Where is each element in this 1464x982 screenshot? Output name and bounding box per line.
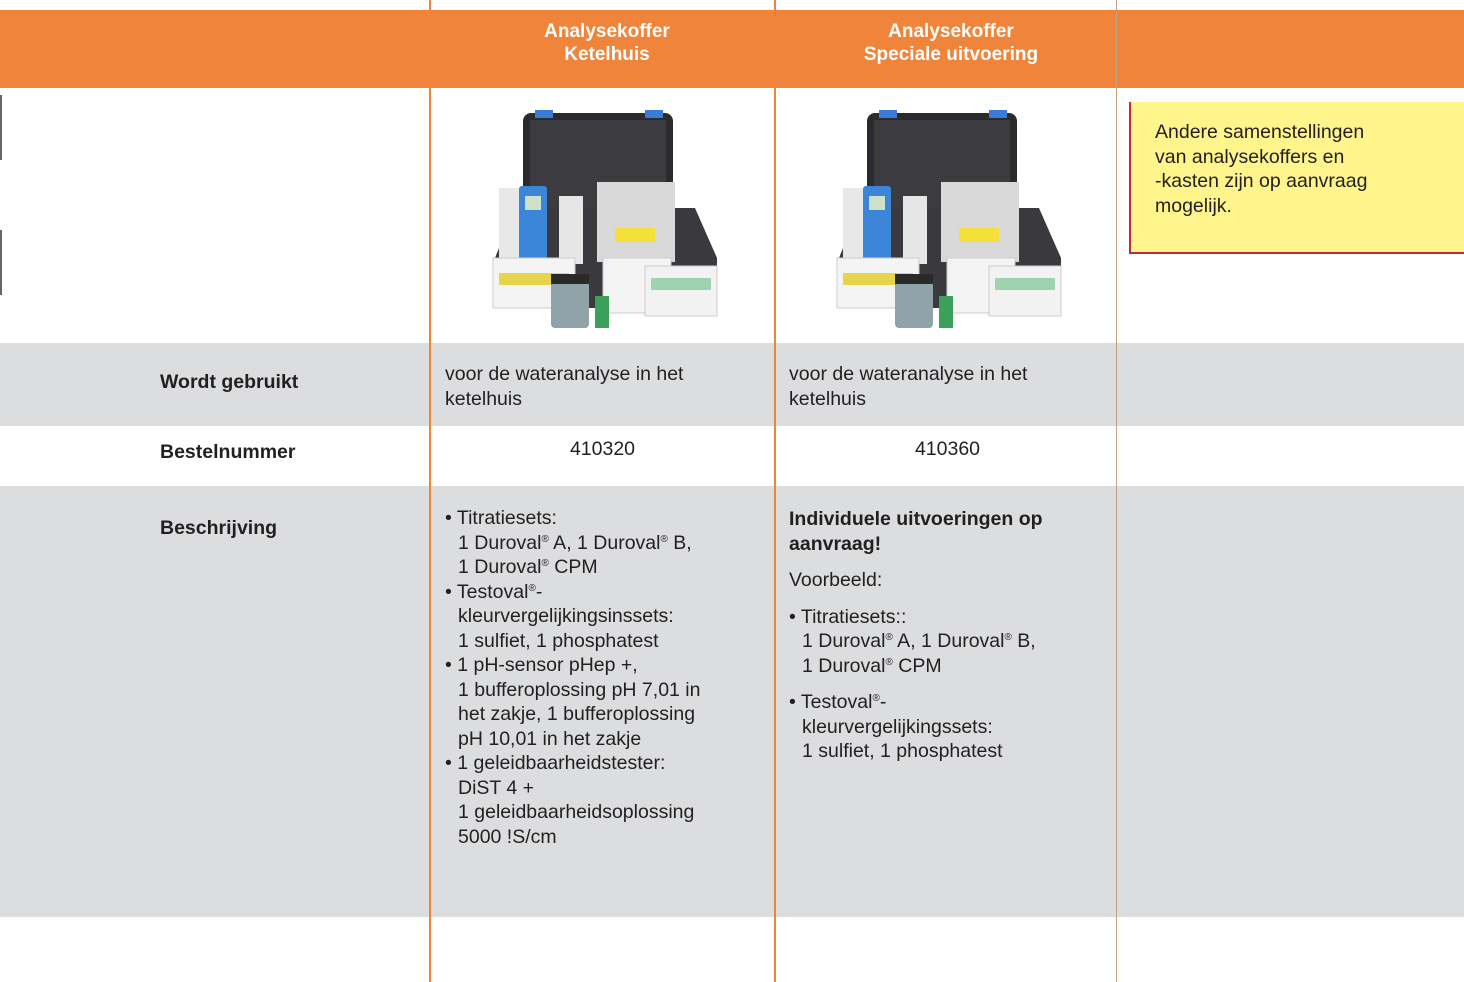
cell-text: • Titratiesets: <box>445 507 557 529</box>
cell-text: kleurvergelijkingssets: <box>802 715 993 738</box>
cell: voor de wateranalyse in het ketelhuis <box>789 362 1027 411</box>
edge-mark <box>0 230 2 295</box>
cell-text: 1 Duroval® A, 1 Duroval® B, <box>802 630 1036 652</box>
cell-text: • Testoval®- <box>789 691 887 713</box>
cell-text: 1 Duroval® CPM <box>458 556 598 578</box>
description: Individuele uitvoeringen op aanvraag! Vo… <box>789 507 1043 764</box>
column-divider <box>429 0 431 982</box>
cell: voor de wateranalyse in het ketelhuis <box>445 362 683 411</box>
note-text: van analysekoffers en <box>1155 145 1345 168</box>
cell-text: voor de wateranalyse in het <box>445 363 684 385</box>
cell-text: 1 geleidbaarheidsoplossing <box>458 801 695 823</box>
bullet-item: • Testoval®- kleurvergelijkingssets: 1 sul… <box>789 690 1043 764</box>
column-divider <box>1116 0 1117 982</box>
bullet-item: • 1 pH-sensor pHep +, 1 bufferoplossing p… <box>445 653 700 751</box>
cell-text: 1 bufferoplossing pH 7,01 in <box>458 678 701 701</box>
cell-text: 410360 <box>914 438 981 460</box>
cell-text: 1 Duroval® CPM <box>802 654 942 677</box>
description: • Titratiesets: 1 Duroval® A, 1 Duroval® … <box>445 506 700 849</box>
product-image <box>836 109 1062 329</box>
cell-heading: Individuele uitvoeringen op <box>789 508 1043 530</box>
cell-text: pH 10,01 in het zakje <box>458 727 642 750</box>
product-image <box>492 110 718 328</box>
header-cell: Analysekoffer Speciale uitvoering <box>786 20 1116 66</box>
cell-text: DiST 4 + <box>458 776 535 799</box>
bullet-item: • Testoval®- kleurvergelijkingsinssets: 1 … <box>445 580 700 654</box>
cell-text: 1 sulfiet, 1 phosphatest <box>802 740 1003 762</box>
edge-mark <box>0 95 2 160</box>
cell-text: ketelhuis <box>789 387 866 410</box>
bullet-item: • 1 geleidbaarheidstester: DiST 4 +1 gele… <box>445 751 700 849</box>
header-cell: Analysekoffer Ketelhuis <box>442 20 772 66</box>
cell-text: • 1 geleidbaarheidstester: <box>445 752 666 774</box>
bullet-item: • Titratiesets:: 1 Duroval® A, 1 Duroval®… <box>789 605 1043 679</box>
cell-text: • Testoval®- <box>445 580 543 603</box>
row-bg <box>0 486 1464 917</box>
cell-text: 1 Duroval® A, 1 Duroval® B, <box>458 531 692 554</box>
row-label: Beschrijving <box>160 517 278 539</box>
note-text: Andere samenstellingen <box>1155 121 1365 143</box>
cell-text: het zakje, 1 bufferoplossing <box>458 703 696 725</box>
header-text: Analysekoffer <box>888 21 1014 42</box>
bullet-item: • Titratiesets: 1 Duroval® A, 1 Duroval® … <box>445 506 700 580</box>
row-label: Wordt gebruikt <box>160 371 299 393</box>
header-text: Analysekoffer <box>544 21 670 42</box>
cell-text: • Titratiesets:: <box>789 605 907 628</box>
cell-text: • 1 pH-sensor pHep +, <box>445 654 638 676</box>
cell-text: voor de wateranalyse in het <box>789 363 1028 385</box>
cell-text: 410320 <box>569 438 636 460</box>
cell-heading: aanvraag! <box>789 532 882 555</box>
row-label: Bestelnummer <box>160 441 296 463</box>
cell-text: 1 sulfiet, 1 phosphatest <box>458 629 659 652</box>
cell-text: Voorbeeld: <box>789 569 883 591</box>
note-text: -kasten zijn op aanvraag <box>1155 170 1368 192</box>
header-text: Ketelhuis <box>564 44 650 65</box>
column-divider <box>774 0 776 982</box>
header-bar <box>0 10 1464 88</box>
row-bg <box>0 343 1464 426</box>
note-text: mogelijk. <box>1155 194 1232 217</box>
bullet-list: • Titratiesets:: 1 Duroval® A, 1 Duroval®… <box>789 605 1043 764</box>
cell-text: kleurvergelijkingsinssets: <box>458 605 674 627</box>
note-box: Andere samenstellingen van analysekoffer… <box>1129 102 1464 254</box>
cell-text: ketelhuis <box>445 387 522 410</box>
header-text: Speciale uitvoering <box>863 44 1039 65</box>
cell-text: 5000 !S/cm <box>458 825 557 848</box>
